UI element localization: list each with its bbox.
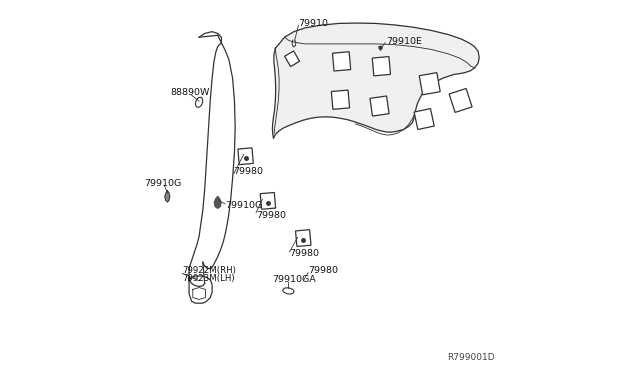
Polygon shape [372,57,390,76]
Text: R799001D: R799001D [447,353,495,362]
Ellipse shape [283,288,294,294]
Text: 79922M(RH): 79922M(RH) [182,266,236,275]
Text: 79910: 79910 [298,19,328,28]
Polygon shape [414,109,434,129]
Text: 79980: 79980 [308,266,338,275]
Text: 79980: 79980 [234,167,264,176]
Text: 79980: 79980 [289,249,319,258]
Ellipse shape [195,97,203,108]
Text: 79910GA: 79910GA [273,275,316,284]
Polygon shape [370,96,389,116]
Polygon shape [273,23,479,138]
Text: 79910G: 79910G [145,179,182,187]
Polygon shape [332,90,349,109]
Text: 88890W: 88890W [170,88,210,97]
Text: 79980: 79980 [256,211,286,219]
Polygon shape [260,192,276,209]
Polygon shape [165,191,170,202]
Polygon shape [238,148,253,165]
Polygon shape [332,52,351,71]
Text: 79923M(LH): 79923M(LH) [182,274,235,283]
Polygon shape [214,196,221,208]
Polygon shape [285,51,300,67]
Text: 79910G: 79910G [225,201,262,210]
Text: 79910E: 79910E [386,37,422,46]
Polygon shape [419,73,440,95]
Polygon shape [296,230,311,247]
Polygon shape [189,276,212,303]
Polygon shape [449,89,472,112]
